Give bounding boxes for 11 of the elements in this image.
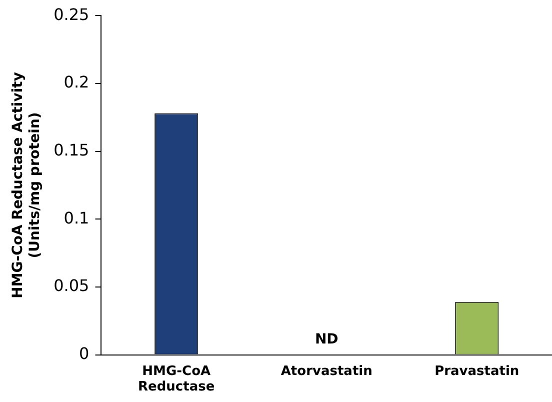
- y-tick-label: 0.2: [64, 72, 90, 92]
- y-tick-label: 0: [79, 344, 90, 363]
- x-tick-label: Pravastatin: [434, 364, 520, 379]
- text: ND: [314, 331, 338, 348]
- y-tick-label: 0.25: [54, 4, 90, 24]
- x-tick-label: Atorvastatin: [280, 364, 372, 379]
- y-tick-label: 0.05: [54, 276, 90, 296]
- y-tick-label: 0.15: [54, 140, 90, 160]
- y-axis-title: HMG-CoA Reductase Activity (Units/mg protein): [10, 72, 43, 298]
- y-tick-label: 0.1: [64, 208, 90, 228]
- x-tick-label: HMG-CoA Reductase: [138, 364, 215, 395]
